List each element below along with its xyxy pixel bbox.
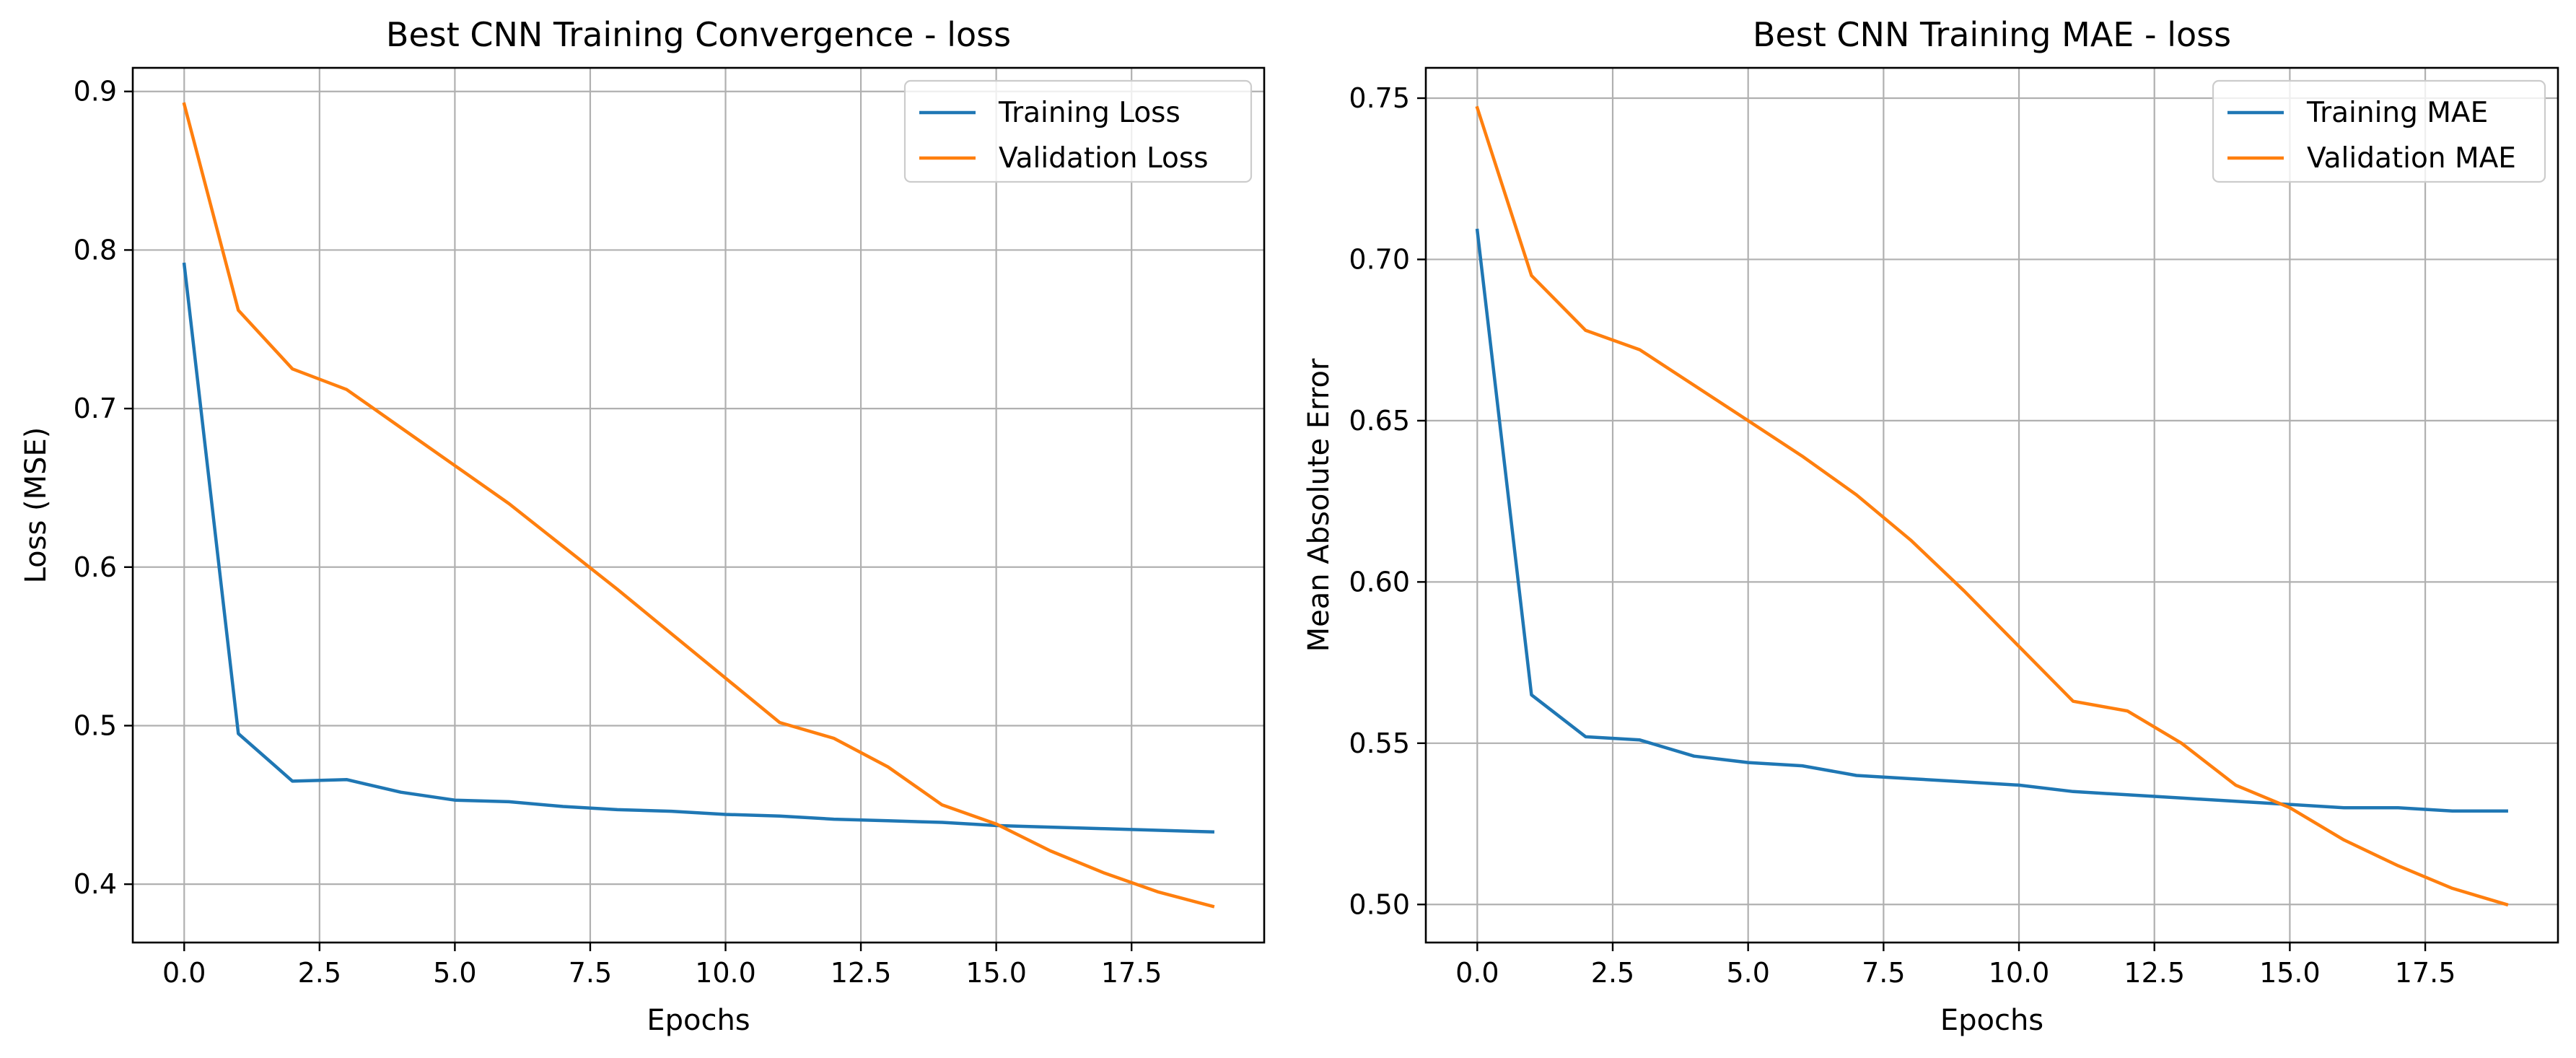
legend-box: [903, 79, 1253, 183]
series-line-validation-loss: [182, 102, 1215, 909]
legend-label: Validation MAE: [2307, 142, 2516, 175]
y-tick-label: 0.65: [1349, 405, 1410, 437]
legend-label: Training MAE: [2306, 97, 2488, 129]
legend-label: Validation Loss: [999, 142, 1209, 175]
x-tick-label: 10.0: [1989, 957, 2050, 989]
chart-title: Best CNN Training Convergence - loss: [386, 15, 1011, 54]
series-line-training-loss: [182, 262, 1215, 834]
x-tick-label: 0.0: [1455, 957, 1499, 989]
x-tick-label: 12.5: [831, 957, 892, 989]
series-line-training-mae: [1475, 228, 2508, 813]
y-tick-label: 0.5: [74, 709, 117, 741]
x-tick-label: 7.5: [1862, 957, 1905, 989]
y-tick-label: 0.6: [74, 551, 117, 583]
y-tick-label: 0.55: [1349, 727, 1410, 759]
y-axis-label: Mean Absolute Error: [1302, 358, 1336, 652]
x-tick-label: 15.0: [2259, 957, 2321, 989]
x-axis-label: Epochs: [647, 1004, 750, 1037]
plot-frame: [131, 66, 1266, 944]
x-tick-label: 17.5: [2395, 957, 2456, 989]
y-axis-label: Loss (MSE): [19, 427, 53, 584]
x-tick-label: 5.0: [433, 957, 476, 989]
y-tick-label: 0.4: [74, 868, 117, 900]
x-tick-label: 17.5: [1101, 957, 1162, 989]
y-tick-label: 0.9: [74, 76, 117, 108]
y-tick-label: 0.60: [1349, 566, 1410, 598]
x-tick-label: 2.5: [1591, 957, 1634, 989]
y-tick-label: 0.8: [74, 234, 117, 266]
legend: Training MAE Validation MAE: [2212, 79, 2546, 183]
x-tick-label: 2.5: [298, 957, 341, 989]
series-line-validation-mae: [1475, 105, 2509, 907]
plot-frame: [1424, 66, 2559, 944]
y-tick-label: 0.7: [74, 393, 117, 424]
chart-panel-1: 0.0 2.5 5.0 7.5 10.0 12.5 15.0 17.5 0.4 0.5 0.6 0.7…: [19, 15, 1266, 1037]
legend: Training Loss Validation Loss: [903, 79, 1253, 183]
x-tick-label: 0.0: [162, 957, 206, 989]
x-axis-label: Epochs: [1940, 1004, 2043, 1037]
chart-title: Best CNN Training MAE - loss: [1753, 15, 2231, 54]
x-tick-label: 5.0: [1726, 957, 1769, 989]
legend-box: [2212, 79, 2546, 183]
chart-panel-2: 0.0 2.5 5.0 7.5 10.0 12.5 15.0 17.5 0.50 0.55 0.60…: [1302, 15, 2559, 1037]
y-tick-label: 0.50: [1349, 888, 1410, 920]
y-tick-label: 0.70: [1349, 243, 1410, 275]
x-tick-label: 15.0: [965, 957, 1027, 989]
y-tick-label: 0.75: [1349, 82, 1410, 114]
legend-label: Training Loss: [998, 97, 1180, 129]
x-tick-label: 12.5: [2124, 957, 2185, 989]
x-tick-label: 10.0: [695, 957, 756, 989]
x-tick-label: 7.5: [569, 957, 612, 989]
